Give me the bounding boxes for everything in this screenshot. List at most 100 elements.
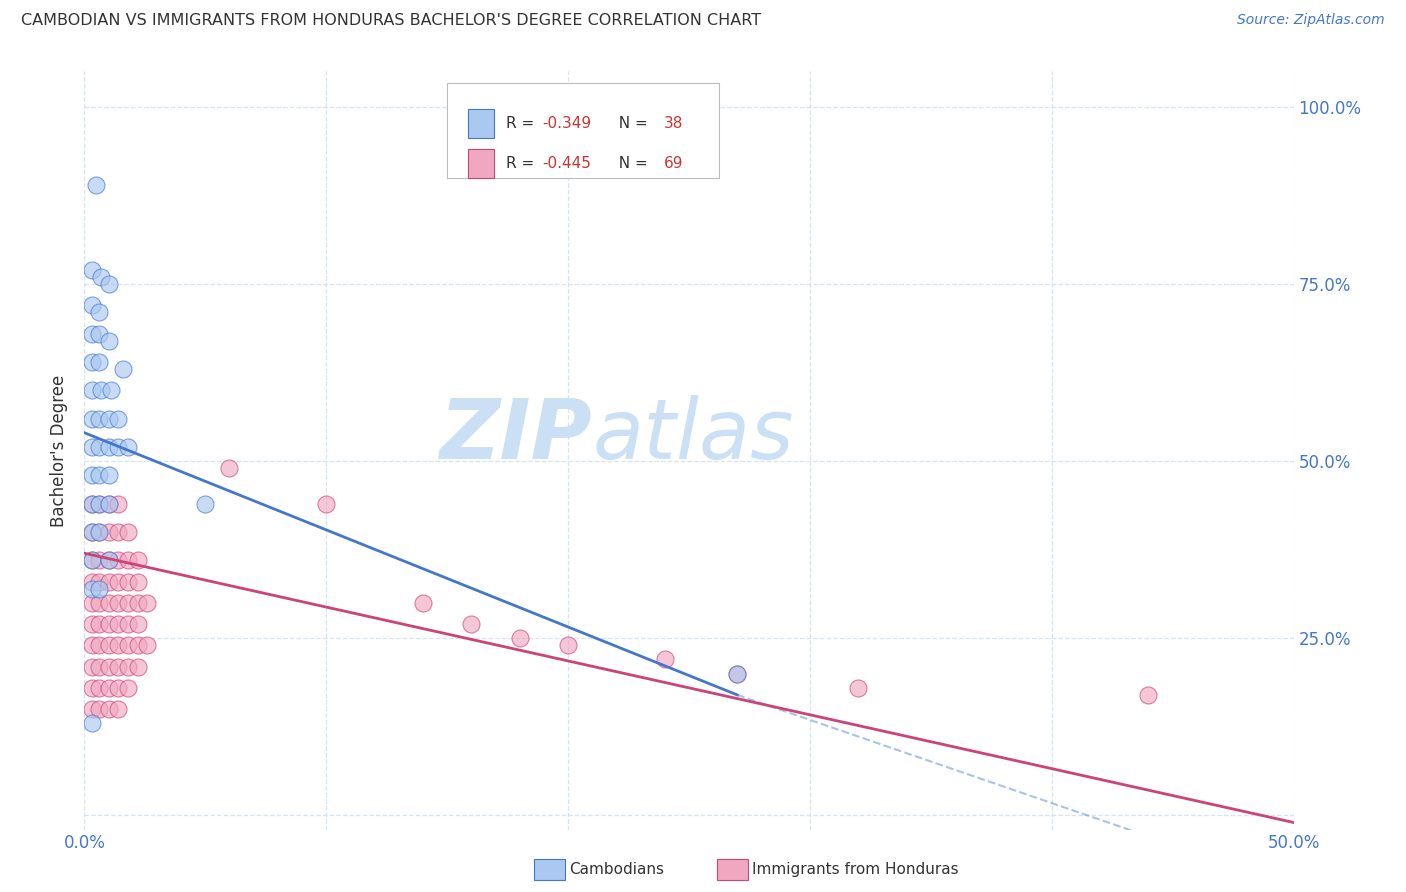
Point [127, 553, 149, 567]
Text: atlas: atlas [592, 395, 794, 475]
Point [80, 582, 103, 596]
Point [80, 681, 103, 695]
Point [127, 659, 149, 673]
Point [87, 582, 110, 596]
Point [97, 277, 120, 291]
Point [315, 497, 337, 511]
Point [97, 659, 120, 673]
Point [107, 553, 129, 567]
Point [97, 681, 120, 695]
Point [117, 638, 139, 652]
Point [86, 178, 108, 192]
Point [87, 355, 110, 369]
Point [87, 497, 110, 511]
Text: -0.445: -0.445 [543, 156, 592, 170]
Point [80, 262, 103, 277]
Point [97, 524, 120, 539]
Point [97, 440, 120, 454]
Point [460, 617, 482, 632]
Point [80, 617, 103, 632]
Text: 38: 38 [664, 116, 683, 130]
Point [80, 596, 103, 610]
Point [87, 411, 110, 425]
Point [80, 440, 103, 454]
Point [117, 553, 139, 567]
Point [127, 638, 149, 652]
Point [87, 497, 110, 511]
Point [80, 468, 103, 483]
Point [107, 702, 129, 716]
Point [87, 524, 110, 539]
Point [107, 411, 129, 425]
Point [117, 681, 139, 695]
Point [557, 638, 579, 652]
Point [87, 574, 110, 589]
Point [80, 716, 103, 731]
Point [509, 632, 531, 646]
Point [80, 411, 103, 425]
Point [117, 524, 139, 539]
Text: R =: R = [506, 156, 540, 170]
Text: R =: R = [506, 116, 540, 130]
Point [97, 702, 120, 716]
Point [80, 524, 103, 539]
Text: N =: N = [609, 116, 652, 130]
Point [97, 617, 120, 632]
Point [97, 497, 120, 511]
Text: ZIP: ZIP [440, 395, 592, 475]
Point [107, 638, 129, 652]
Point [218, 461, 240, 475]
Point [87, 617, 110, 632]
Text: N =: N = [609, 156, 652, 170]
Point [136, 638, 159, 652]
Point [87, 702, 110, 716]
Point [80, 553, 103, 567]
Bar [468, 149, 495, 178]
Point [97, 574, 120, 589]
Point [80, 355, 103, 369]
Point [80, 383, 103, 397]
Text: CAMBODIAN VS IMMIGRANTS FROM HONDURAS BACHELOR'S DEGREE CORRELATION CHART: CAMBODIAN VS IMMIGRANTS FROM HONDURAS BA… [21, 13, 761, 29]
Point [107, 596, 129, 610]
Point [725, 666, 748, 681]
Point [87, 596, 110, 610]
Point [97, 497, 120, 511]
Point [127, 617, 149, 632]
Point [87, 659, 110, 673]
Point [97, 638, 120, 652]
Point [107, 574, 129, 589]
Point [100, 383, 122, 397]
Point [654, 652, 676, 666]
Point [80, 326, 103, 341]
Point [87, 638, 110, 652]
Point [80, 553, 103, 567]
Point [127, 596, 149, 610]
Point [80, 497, 103, 511]
Point [87, 440, 110, 454]
Point [80, 497, 103, 511]
Point [80, 524, 103, 539]
Point [90, 269, 112, 284]
Point [80, 702, 103, 716]
Y-axis label: Bachelor's Degree: Bachelor's Degree [51, 375, 69, 526]
Point [80, 638, 103, 652]
Point [117, 617, 139, 632]
Point [107, 497, 129, 511]
Text: Cambodians: Cambodians [569, 863, 665, 877]
Point [87, 305, 110, 319]
Point [90, 383, 112, 397]
Point [107, 440, 129, 454]
Point [87, 553, 110, 567]
Point [80, 574, 103, 589]
Point [97, 468, 120, 483]
Point [846, 681, 869, 695]
Point [107, 524, 129, 539]
Text: Source: ZipAtlas.com: Source: ZipAtlas.com [1237, 13, 1385, 28]
Point [127, 574, 149, 589]
Point [117, 659, 139, 673]
Point [87, 524, 110, 539]
Point [1137, 688, 1160, 702]
Point [87, 468, 110, 483]
Point [725, 666, 748, 681]
Point [80, 659, 103, 673]
